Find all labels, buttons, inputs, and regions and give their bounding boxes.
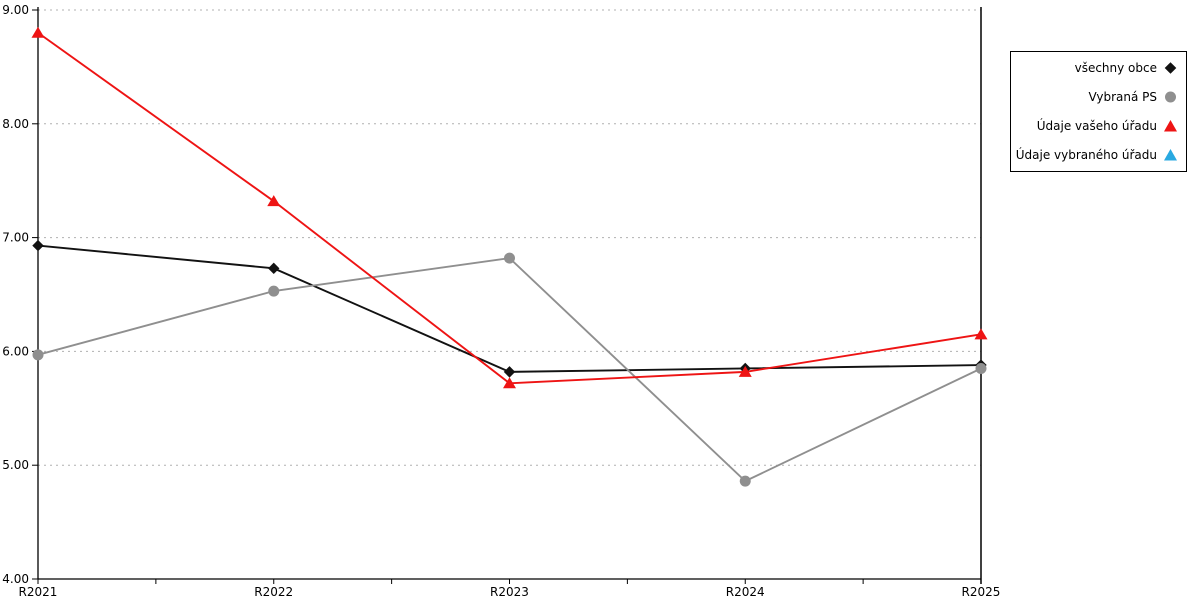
marker-triangle (31, 26, 45, 38)
marker-circle (32, 349, 44, 361)
x-tick-label: R2025 (962, 585, 1001, 599)
series-line-0 (37, 244, 982, 373)
legend-triangle-icon (1164, 148, 1177, 161)
legend-item: Vybraná PS (1015, 83, 1178, 112)
x-tick-label: R2022 (254, 585, 293, 599)
marker-diamond (503, 366, 516, 378)
marker-circle (739, 475, 751, 487)
legend-label: Údaje vybraného úřadu (1015, 147, 1157, 162)
y-tick-label: 7.00 (2, 231, 29, 245)
marker-circle (268, 285, 280, 297)
legend: všechny obce Vybraná PS Údaje vašeho úřadu… (1010, 51, 1187, 172)
legend-label: všechny obce (1074, 61, 1157, 76)
y-tick-label: 9.00 (2, 3, 29, 17)
marker-triangle (738, 365, 752, 377)
legend-label: Vybraná PS (1088, 90, 1157, 105)
y-tick-label: 6.00 (2, 344, 29, 358)
marker-triangle (974, 328, 988, 340)
legend-triangle-icon (1164, 119, 1177, 132)
marker-diamond (268, 262, 280, 275)
x-tick-label: R2021 (19, 585, 58, 599)
y-tick-label: 5.00 (2, 458, 29, 472)
legend-item: všechny obce (1015, 54, 1178, 83)
legend-item: Údaje vašeho úřadu (1015, 112, 1178, 141)
marker-triangle (267, 195, 281, 207)
series-line-2 (37, 31, 982, 385)
marker-diamond (32, 239, 44, 252)
legend-item: Údaje vybraného úřadu (1015, 140, 1178, 169)
marker-circle (975, 362, 987, 374)
legend-circle-icon (1165, 91, 1176, 103)
legend-label: Údaje vašeho úřadu (1036, 118, 1157, 133)
marker-circle (504, 252, 515, 264)
y-tick-label: 8.00 (2, 117, 29, 131)
x-tick-label: R2024 (726, 585, 765, 599)
y-tick-label: 4.00 (2, 572, 29, 586)
x-tick-label: R2023 (490, 585, 529, 599)
marker-triangle (503, 377, 516, 389)
legend-diamond-icon (1164, 62, 1177, 75)
